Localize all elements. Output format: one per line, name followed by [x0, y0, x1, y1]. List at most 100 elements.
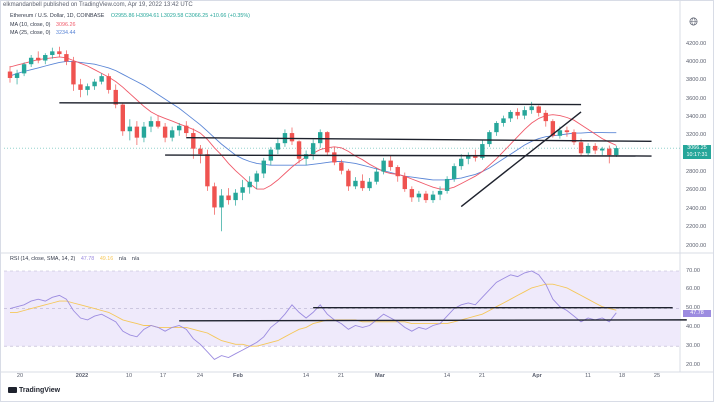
candle-body: [374, 171, 379, 182]
last-price-tag: 3066.25: [683, 145, 711, 152]
rsi-sma-line: [10, 283, 617, 347]
ma10-legend[interactable]: MA (10, close, 0) 3096.26: [10, 22, 75, 28]
candle-body: [7, 71, 13, 78]
time-tick-label: 14: [302, 373, 310, 379]
candle-body: [614, 148, 619, 156]
candle-body: [36, 57, 41, 61]
candle-body: [480, 144, 485, 158]
candle-body: [233, 192, 238, 201]
time-tick-label: Mar: [375, 373, 385, 379]
candle-body: [50, 51, 55, 56]
candle-body: [339, 162, 344, 171]
time-tick-label: 20: [16, 373, 24, 379]
candle-body: [536, 106, 541, 113]
time-tick-label: 25: [653, 373, 661, 379]
candle-body: [388, 160, 393, 168]
candle-body: [557, 130, 563, 136]
price-tick-label: 3800.00: [686, 77, 707, 84]
candle-body: [226, 195, 231, 201]
globe-icon[interactable]: [689, 17, 698, 26]
time-tick-label: 18: [618, 373, 626, 379]
price-tick-label: 4200.00: [686, 40, 707, 47]
price-tick-label: 3400.00: [686, 113, 707, 120]
rsi-na-1: n/a: [118, 256, 127, 262]
candle-body: [522, 110, 527, 116]
candle-body: [78, 84, 83, 90]
candle-body: [247, 181, 252, 188]
rsi-tick-label: 20.00: [686, 361, 700, 368]
time-tick-label: 2022: [75, 373, 89, 379]
rsi-legend[interactable]: RSI (14, close, SMA, 14, 2) 47.78 49.16 …: [10, 256, 139, 262]
candle-body: [71, 61, 76, 85]
candle-body: [564, 130, 570, 133]
candle-body: [346, 170, 351, 187]
price-tick-label: 3200.00: [686, 132, 707, 139]
candle-body: [600, 148, 605, 151]
candle-body: [21, 64, 27, 74]
candle-body: [310, 143, 316, 155]
price-tick-label: 2200.00: [686, 224, 707, 231]
candle-body: [212, 186, 217, 208]
candle-body: [508, 111, 513, 119]
ma25-legend[interactable]: MA (25, close, 0) 3234.44: [10, 30, 75, 36]
rsi-tick-label: 50.00: [686, 305, 700, 312]
candle-body: [543, 112, 548, 122]
time-tick-label: 21: [478, 373, 486, 379]
candle-body: [487, 132, 492, 145]
tradingview-logo[interactable]: TradingView: [8, 387, 60, 394]
rsi-tick-label: 70.00: [686, 267, 700, 274]
candle-body: [325, 132, 330, 153]
candle-body: [275, 143, 281, 150]
candle-body: [127, 126, 133, 132]
trend-line-rising: [460, 111, 582, 208]
rsi-tick-label: 60.00: [686, 286, 700, 293]
candle-body: [43, 55, 48, 61]
candle-body: [592, 145, 598, 151]
candle-body: [381, 160, 386, 172]
candle-body: [367, 181, 372, 189]
rsi-sma-value: 49.16: [99, 256, 114, 262]
candle-body: [261, 160, 266, 174]
tradingview-icon: [8, 387, 17, 394]
rsi-value: 47.78: [80, 256, 95, 262]
price-tick-label: 2400.00: [686, 205, 707, 212]
candle-body: [155, 121, 161, 127]
candle-body: [148, 121, 154, 127]
candle-body: [106, 76, 111, 90]
candle-body: [430, 194, 436, 201]
ma25-label: MA (25, close, 0): [10, 30, 51, 36]
candle-body: [14, 73, 20, 78]
candle-body: [473, 155, 478, 158]
rsi-na-2: n/a: [131, 256, 140, 262]
candle-body: [303, 154, 309, 159]
time-tick-label: 14: [443, 373, 451, 379]
brand-name: TradingView: [19, 387, 61, 394]
trend-line-support: [165, 154, 652, 157]
candle-body: [92, 81, 97, 87]
candle-body: [416, 193, 422, 198]
candle-body: [240, 187, 245, 193]
candle-body: [289, 133, 295, 142]
candle-body: [437, 190, 443, 195]
candle-body: [353, 180, 358, 187]
time-tick-label: 10: [125, 373, 133, 379]
candle-body: [64, 54, 69, 62]
candle-body: [550, 121, 556, 136]
time-tick-label: 24: [196, 373, 204, 379]
candle-body: [162, 126, 168, 138]
candle-body: [571, 132, 577, 143]
candle-body: [85, 86, 90, 90]
candle-body: [169, 130, 175, 138]
candle-body: [99, 76, 104, 82]
candle-body: [395, 167, 400, 177]
publish-info: elkmandanbell published on TradingView.c…: [3, 2, 193, 8]
rsi-tick-label: 30.00: [686, 342, 700, 349]
trend-line-resistance: [186, 136, 652, 143]
candle-body: [141, 126, 147, 138]
candle-body: [28, 57, 34, 65]
ma25-value: 3234.44: [55, 30, 76, 36]
ma10-label: MA (10, close, 0): [10, 22, 51, 28]
time-tick-label: 11: [585, 373, 591, 379]
rsi-trend-line: [179, 319, 687, 322]
